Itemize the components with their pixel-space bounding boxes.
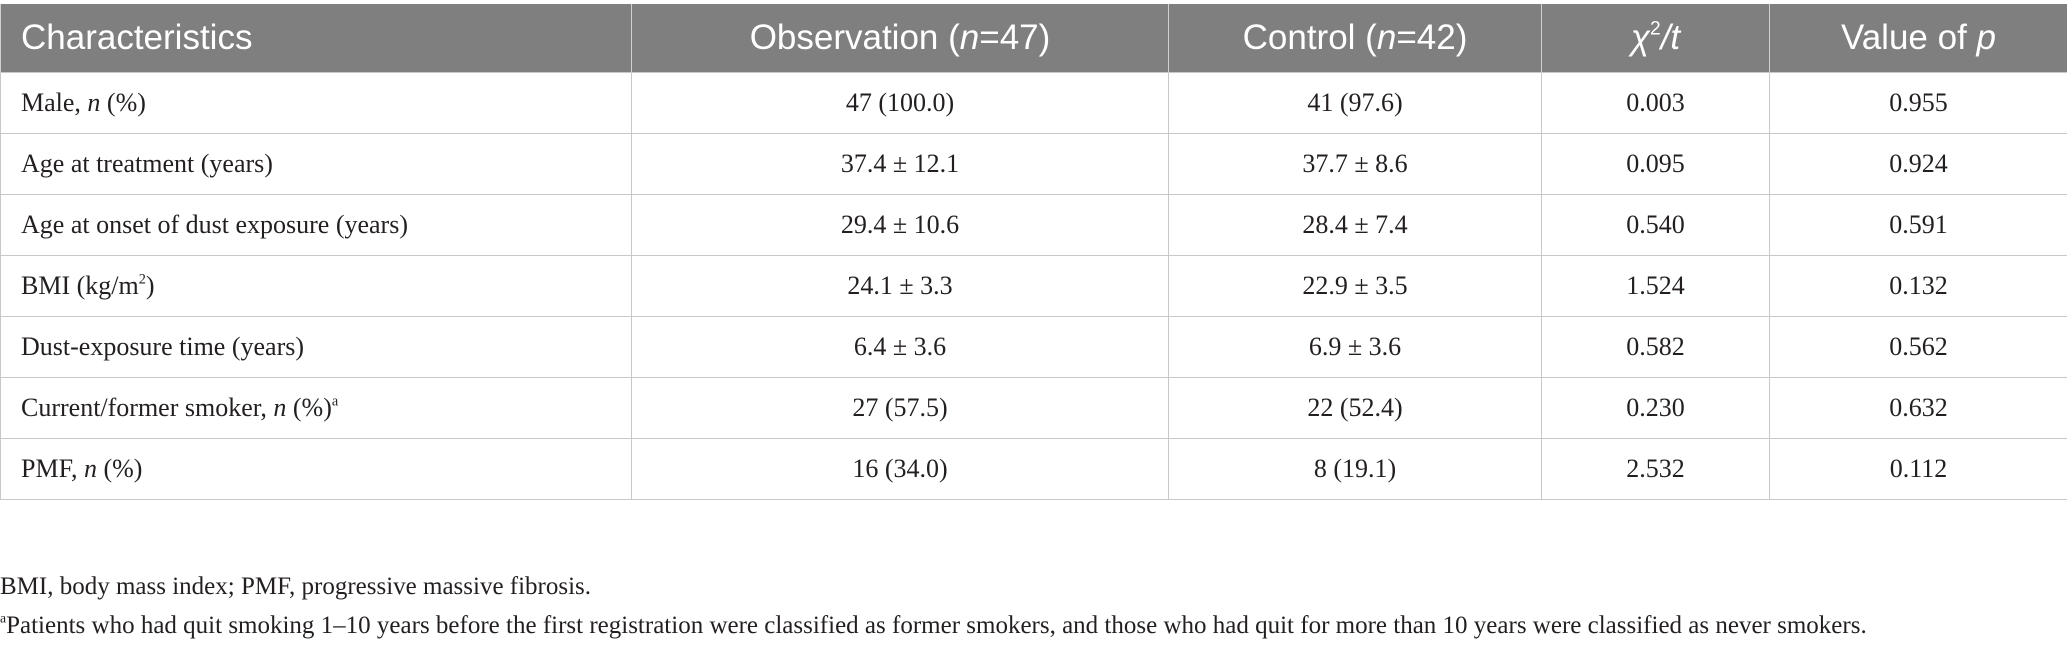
row-label: Current/former smoker, n (%)a xyxy=(1,378,632,439)
row-label: BMI (kg/m2) xyxy=(1,256,632,317)
table-header-row: Characteristics Observation (n=47) Contr… xyxy=(1,4,2067,73)
table-footnotes: BMI, body mass index; PMF, progressive m… xyxy=(0,567,1867,645)
control-value: 6.9 ± 3.6 xyxy=(1169,317,1542,378)
row-label: Dust-exposure time (years) xyxy=(1,317,632,378)
control-value: 28.4 ± 7.4 xyxy=(1169,195,1542,256)
control-value: 8 (19.1) xyxy=(1169,439,1542,500)
observation-value: 24.1 ± 3.3 xyxy=(632,256,1169,317)
header-control: Control (n=42) xyxy=(1169,4,1542,73)
chi-t-value: 0.230 xyxy=(1542,378,1770,439)
p-value: 0.132 xyxy=(1770,256,2067,317)
chi-t-value: 0.540 xyxy=(1542,195,1770,256)
observation-value: 16 (34.0) xyxy=(632,439,1169,500)
control-value: 41 (97.6) xyxy=(1169,73,1542,134)
characteristics-table: Characteristics Observation (n=47) Contr… xyxy=(0,4,2067,500)
control-value: 22.9 ± 3.5 xyxy=(1169,256,1542,317)
p-value: 0.632 xyxy=(1770,378,2067,439)
header-observation: Observation (n=47) xyxy=(632,4,1169,73)
header-characteristics: Characteristics xyxy=(1,4,632,73)
chi-t-value: 0.582 xyxy=(1542,317,1770,378)
chi-t-value: 0.003 xyxy=(1542,73,1770,134)
observation-value: 6.4 ± 3.6 xyxy=(632,317,1169,378)
observation-value: 29.4 ± 10.6 xyxy=(632,195,1169,256)
control-value: 37.7 ± 8.6 xyxy=(1169,134,1542,195)
chi-t-value: 1.524 xyxy=(1542,256,1770,317)
p-value: 0.562 xyxy=(1770,317,2067,378)
abbreviations-footnote: BMI, body mass index; PMF, progressive m… xyxy=(0,567,1867,606)
p-value: 0.591 xyxy=(1770,195,2067,256)
observation-value: 27 (57.5) xyxy=(632,378,1169,439)
p-value: 0.112 xyxy=(1770,439,2067,500)
row-label: Age at onset of dust exposure (years) xyxy=(1,195,632,256)
chi-t-value: 2.532 xyxy=(1542,439,1770,500)
row-label: Age at treatment (years) xyxy=(1,134,632,195)
p-value: 0.924 xyxy=(1770,134,2067,195)
row-label: Male, n (%) xyxy=(1,73,632,134)
header-chi-t: χ2/t xyxy=(1542,4,1770,73)
observation-value: 47 (100.0) xyxy=(632,73,1169,134)
smoking-footnote: aPatients who had quit smoking 1–10 year… xyxy=(0,606,1867,645)
table-row: Age at onset of dust exposure (years)29.… xyxy=(1,195,2067,256)
chi-t-value: 0.095 xyxy=(1542,134,1770,195)
row-label: PMF, n (%) xyxy=(1,439,632,500)
header-p-value: Value of p xyxy=(1770,4,2067,73)
control-value: 22 (52.4) xyxy=(1169,378,1542,439)
p-value: 0.955 xyxy=(1770,73,2067,134)
observation-value: 37.4 ± 12.1 xyxy=(632,134,1169,195)
